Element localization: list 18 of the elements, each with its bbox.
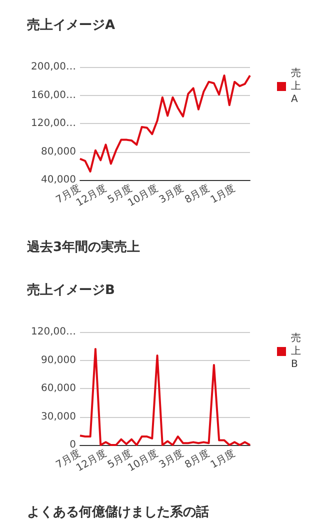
text: 過去3年間の実売上 xyxy=(26,239,140,255)
line-series xyxy=(79,74,251,173)
y-tick-label: 40,000 xyxy=(41,174,76,186)
y-tick-label: 30,000 xyxy=(41,411,76,422)
legend-label: 売上B xyxy=(291,332,301,370)
text: よくある何億儲けました系の話 xyxy=(27,504,209,520)
legend-label: 売上A xyxy=(291,67,301,105)
line-series xyxy=(79,348,251,446)
y-tick-label: 120,00… xyxy=(31,118,76,129)
y-tick-label: 60,000 xyxy=(41,383,76,394)
chart-title: 売上イメージB xyxy=(27,283,115,298)
chart-title: 売上イメージA xyxy=(27,18,116,33)
y-tick-label: 80,000 xyxy=(41,146,76,158)
y-tick-label: 160,00… xyxy=(31,90,76,101)
y-tick-label: 0 xyxy=(70,440,76,450)
y-tick-label: 200,00… xyxy=(31,62,76,72)
y-tick-label: 120,00… xyxy=(31,326,76,338)
y-tick-label: 90,000 xyxy=(41,354,76,366)
